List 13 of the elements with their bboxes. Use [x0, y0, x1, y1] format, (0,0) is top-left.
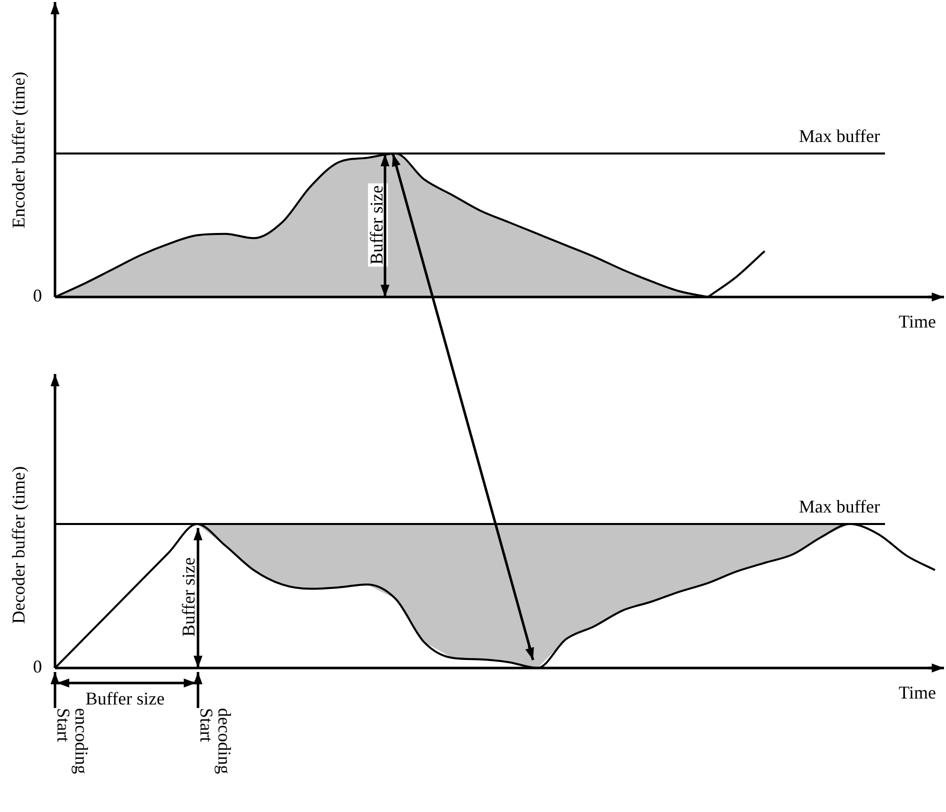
x-axis-title: Time: [898, 312, 936, 332]
ref-line-label: Max buffer: [798, 496, 880, 517]
text: Buffer size: [85, 688, 165, 709]
annotation: Buffer size: [366, 185, 387, 265]
y-axis-title: Encoder buffer (time): [8, 72, 29, 228]
ref-line-label: Max buffer: [798, 126, 880, 146]
text: Start decoding: [196, 708, 234, 774]
text: Start encoding: [53, 708, 92, 774]
annotation: Buffer size: [178, 557, 199, 637]
text: 0: [33, 656, 42, 677]
y-axis-title: Decoder buffer (time): [8, 466, 29, 624]
text: 0: [33, 286, 42, 306]
x-axis-title: Time: [898, 682, 936, 703]
